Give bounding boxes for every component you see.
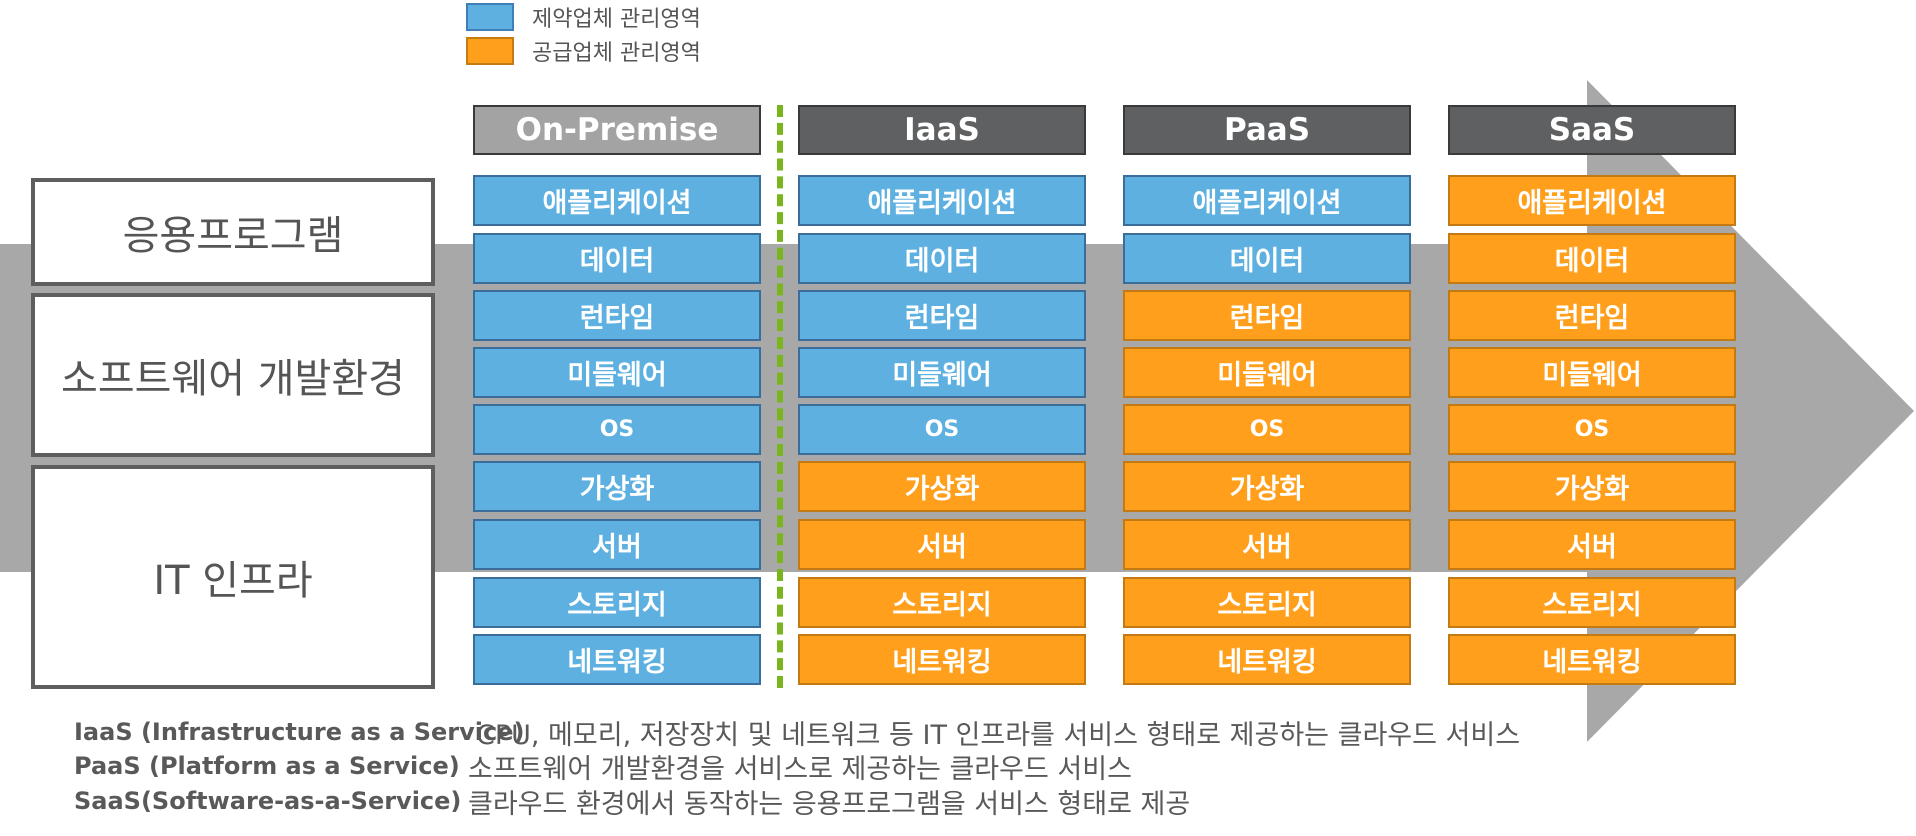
cell-iaas-layer-5: 가상화: [798, 461, 1086, 512]
group-dev-environment: 소프트웨어 개발환경: [31, 293, 435, 457]
cell-iaas-layer-3: 미들웨어: [798, 347, 1086, 398]
definition-desc: CPU, 메모리, 저장장치 및 네트워크 등 IT 인프라를 서비스 형태로 …: [476, 719, 1521, 751]
cell-on-premise-layer-5: 가상화: [473, 461, 761, 512]
legend-client-label: 제약업체 관리영역: [532, 7, 701, 32]
legend-vendor-swatch: [466, 37, 514, 65]
cell-on-premise-layer-4: OS: [473, 404, 761, 455]
cell-iaas-layer-6: 서버: [798, 519, 1086, 570]
cell-paas-layer-3: 미들웨어: [1123, 347, 1411, 398]
group-it-infra: IT 인프라: [31, 465, 435, 689]
cell-paas-layer-8: 네트워킹: [1123, 634, 1411, 685]
cell-paas-layer-1: 데이터: [1123, 233, 1411, 284]
cell-on-premise-layer-8: 네트워킹: [473, 634, 761, 685]
cell-on-premise-layer-0: 애플리케이션: [473, 175, 761, 226]
cell-on-premise-layer-2: 런타임: [473, 290, 761, 341]
cell-iaas-layer-2: 런타임: [798, 290, 1086, 341]
cell-saas-layer-7: 스토리지: [1448, 577, 1736, 628]
definition-paas: PaaS (Platform as a Service): [74, 749, 460, 783]
cell-paas-layer-6: 서버: [1123, 519, 1411, 570]
cell-saas-layer-3: 미들웨어: [1448, 347, 1736, 398]
definition-saas: SaaS(Software-as-a-Service): [74, 784, 461, 818]
group-dev-environment-label: 소프트웨어 개발환경: [61, 356, 405, 402]
on-premise-divider: [777, 105, 783, 688]
cell-paas-layer-0: 애플리케이션: [1123, 175, 1411, 226]
cell-iaas-layer-8: 네트워킹: [798, 634, 1086, 685]
cell-on-premise-layer-7: 스토리지: [473, 577, 761, 628]
column-header-iaas: IaaS: [798, 105, 1086, 155]
cell-paas-layer-4: OS: [1123, 404, 1411, 455]
cell-iaas-layer-4: OS: [798, 404, 1086, 455]
cell-on-premise-layer-1: 데이터: [473, 233, 761, 284]
legend-client-swatch: [466, 3, 514, 31]
definition-desc: 소프트웨어 개발환경을 서비스로 제공하는 클라우드 서비스: [468, 753, 1132, 785]
cell-paas-layer-5: 가상화: [1123, 461, 1411, 512]
definition-term: PaaS (Platform as a Service): [74, 752, 460, 780]
group-application: 응용프로그램: [31, 178, 435, 286]
column-header-on-premise: On-Premise: [473, 105, 761, 155]
cell-saas-layer-0: 애플리케이션: [1448, 175, 1736, 226]
cell-on-premise-layer-3: 미들웨어: [473, 347, 761, 398]
cell-paas-layer-7: 스토리지: [1123, 577, 1411, 628]
definition-term: IaaS (Infrastructure as a Service): [74, 718, 525, 746]
cell-saas-layer-6: 서버: [1448, 519, 1736, 570]
cell-saas-layer-8: 네트워킹: [1448, 634, 1736, 685]
definition-iaas: IaaS (Infrastructure as a Service): [74, 715, 524, 749]
cell-saas-layer-4: OS: [1448, 404, 1736, 455]
definition-term: SaaS(Software-as-a-Service): [74, 787, 462, 815]
column-header-paas: PaaS: [1123, 105, 1411, 155]
cell-saas-layer-5: 가상화: [1448, 461, 1736, 512]
legend-vendor-label: 공급업체 관리영역: [532, 41, 701, 66]
cell-iaas-layer-1: 데이터: [798, 233, 1086, 284]
legend-vendor: 공급업체 관리영역: [466, 37, 701, 66]
group-it-infra-label: IT 인프라: [153, 558, 313, 604]
group-application-label: 응용프로그램: [122, 213, 344, 259]
column-header-saas: SaaS: [1448, 105, 1736, 155]
cell-saas-layer-2: 런타임: [1448, 290, 1736, 341]
legend-client: 제약업체 관리영역: [466, 3, 701, 32]
cell-paas-layer-2: 런타임: [1123, 290, 1411, 341]
definition-desc: 클라우드 환경에서 동작하는 응용프로그램을 서비스 형태로 제공: [468, 788, 1191, 820]
cell-iaas-layer-7: 스토리지: [798, 577, 1086, 628]
cell-saas-layer-1: 데이터: [1448, 233, 1736, 284]
cell-on-premise-layer-6: 서버: [473, 519, 761, 570]
cell-iaas-layer-0: 애플리케이션: [798, 175, 1086, 226]
